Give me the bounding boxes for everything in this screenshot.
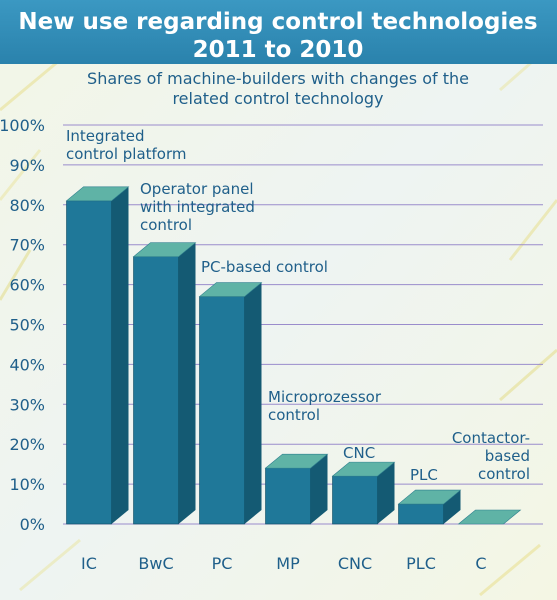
bar-front <box>332 475 378 525</box>
x-category-label: BwC <box>138 554 173 573</box>
y-tick-label: 0% <box>20 515 45 534</box>
bar <box>331 461 396 525</box>
bar-side <box>377 462 395 524</box>
bar-side <box>443 490 461 524</box>
x-category-label: C <box>475 554 486 573</box>
bar-top <box>331 461 396 477</box>
bar <box>198 282 263 525</box>
bar-front <box>133 256 179 525</box>
bar-top <box>65 186 130 202</box>
bar-side <box>111 186 129 524</box>
bar-annotation: Integrated control platform <box>66 127 187 163</box>
bar-annotation: PLC <box>410 466 438 484</box>
chart-title-line-1: New use regarding control technologies <box>18 9 537 35</box>
bar-top <box>132 242 197 257</box>
bar <box>264 453 329 525</box>
y-tick-label: 90% <box>9 156 45 175</box>
y-tick-label: 20% <box>9 435 45 454</box>
bar-front <box>398 503 444 525</box>
bar-annotation: Contactor-based control <box>452 429 530 483</box>
background-strokes <box>0 38 557 597</box>
chart-title-line-2: 2011 to 2010 <box>193 37 364 63</box>
bar-side <box>310 454 328 524</box>
bar-top <box>198 282 263 297</box>
y-tick-label: 10% <box>9 475 45 494</box>
x-axis-categories: IC BwC PC MP CNC PLC C <box>81 554 487 573</box>
bar-annotation: Microprozessor control <box>268 388 382 424</box>
bar-top <box>457 509 522 525</box>
bar-annotation: CNC <box>343 444 375 462</box>
bar-top <box>397 489 462 505</box>
bar-side <box>244 282 262 524</box>
bar-front <box>265 467 311 525</box>
y-tick-label: 50% <box>9 316 45 335</box>
bars <box>65 186 522 525</box>
x-category-label: PLC <box>406 554 436 573</box>
bar-annotation: Operator panel with integrated control <box>140 180 255 234</box>
bar <box>457 509 522 525</box>
y-tick-label: 70% <box>9 236 45 255</box>
bar-front <box>199 296 245 525</box>
y-tick-label: 60% <box>9 276 45 295</box>
y-tick-label: 100% <box>0 116 45 135</box>
bar-side <box>178 242 196 525</box>
y-tick-label: 80% <box>9 196 45 215</box>
title-band <box>0 0 557 64</box>
bar <box>65 186 130 525</box>
chart-subtitle-line-1: Shares of machine-builders with changes … <box>87 69 469 88</box>
bar-annotations: Integrated control platform Operator panel… <box>66 127 530 484</box>
y-tick-label: 30% <box>9 395 45 414</box>
x-category-label: CNC <box>338 554 372 573</box>
bar-annotation: PC-based control <box>201 258 328 276</box>
chart-subtitle-line-2: related control technology <box>172 89 383 108</box>
x-category-label: MP <box>276 554 300 573</box>
x-category-label: IC <box>81 554 97 573</box>
bar-top <box>264 453 329 469</box>
bar <box>132 242 197 525</box>
bar-front <box>66 200 112 525</box>
bar <box>397 489 462 525</box>
y-tick-label: 40% <box>9 355 45 374</box>
x-category-label: PC <box>212 554 233 573</box>
y-axis-ticks: 0% 10% 20% 30% 40% 50% 60% 70% 80% 90% 100% <box>0 116 45 534</box>
